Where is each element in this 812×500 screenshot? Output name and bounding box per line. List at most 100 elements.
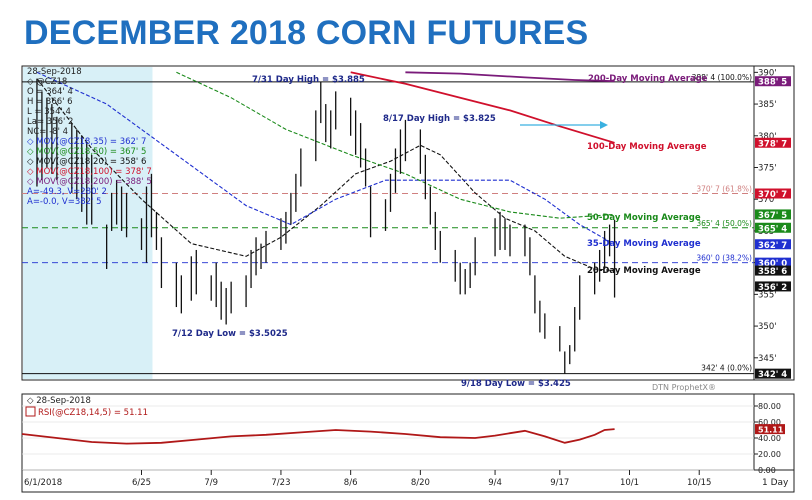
price-box-label: 388' 5 <box>758 78 787 88</box>
annotations: 7/31 Day High = $3.885 8/17 Day High = $3… <box>172 74 708 389</box>
annotation-label: 35-Day Moving Average <box>587 239 701 249</box>
rsi-legend-swatch <box>25 406 36 417</box>
price-box <box>755 281 791 292</box>
price-tick-label: 390' <box>758 68 777 78</box>
rsi-line <box>21 428 615 445</box>
legend-mov35-text: MOV(@CZ18,35) = 362' 7 <box>36 137 146 147</box>
price-tick-label: 385' <box>758 100 777 110</box>
date-tick-label: 9/17 <box>550 478 569 488</box>
rsi-value-label: 51.11 <box>758 426 784 435</box>
price-box-label: 362' 7 <box>758 241 787 251</box>
price-tick-label: 350' <box>758 322 777 332</box>
legend-net-change: NC= -8' 4 <box>27 127 68 137</box>
ma-line <box>350 71 615 144</box>
rsi-panel: 80.00 60.00 40.00 20.00 0.00 51.11 <box>21 402 785 475</box>
date-tick-label: 10/1 <box>620 478 639 488</box>
legend-mov100: ◇ MOV(@CZ18,100) = 378' 7 <box>27 167 152 177</box>
fib-label: 370' 7 (61.8%) <box>696 185 752 194</box>
rsi-tick-label: 60.00 <box>758 418 781 427</box>
price-box <box>755 222 791 233</box>
price-box-label: 360' 0 <box>758 259 787 269</box>
arrow-right-icon <box>600 121 608 129</box>
date-tick-label: 6/25 <box>132 478 151 488</box>
ma-line <box>405 71 615 83</box>
price-tick-label: 380' <box>758 132 777 142</box>
legend-shade <box>23 67 153 379</box>
date-tick-label: 8/6 <box>344 478 358 488</box>
rsi-tick-label: 80.00 <box>758 402 781 411</box>
annotation-label: 7/12 Day Low = $3.5025 <box>172 329 288 339</box>
price-bars <box>36 78 616 374</box>
legend-mov200: ◇ MOV(@CZ18,200) = 388' 5 <box>27 177 152 187</box>
fib-label: 360' 0 (38.2%) <box>696 254 752 263</box>
fib-label: 388' 4 (100.0%) <box>692 73 752 82</box>
rsi-legend-date-text: 28-Sep-2018 <box>36 396 91 406</box>
price-box <box>755 368 791 379</box>
legend-symbol: ◇ @CZ18 <box>27 77 67 87</box>
rsi-value-box <box>755 424 785 435</box>
annotation-label: 100-Day Moving Average <box>587 142 707 152</box>
price-box <box>755 209 791 220</box>
date-axis: 6/1/2018 6/25 7/9 7/23 8/6 8/20 9/4 9/17 10/1 10/… <box>21 470 712 488</box>
legend-date: 28-Sep-2018 <box>27 67 82 77</box>
ma-line <box>36 71 615 245</box>
annotation-label: 50-Day Moving Average <box>587 213 701 223</box>
moving-averages <box>36 71 615 272</box>
rsi-legend-date: ◇ 28-Sep-2018 <box>27 396 91 406</box>
legend-line-b: A=-0.0, V=382' 5 <box>27 197 102 207</box>
annotation-label: 9/18 Day Low = $3.425 <box>461 379 571 389</box>
legend-mov35: ◇ MOV(@CZ18,35) = 362' 7 <box>27 137 146 147</box>
fib-label: 342' 4 (0.0%) <box>701 364 752 373</box>
price-box <box>755 265 791 276</box>
legend-mov20: ◇ MOV(@CZ18,20) = 358' 6 <box>27 157 146 167</box>
legend-last: La= 356' 2 <box>27 117 73 127</box>
legend-mov100-text: MOV(@CZ18,100) = 378' 7 <box>36 167 152 177</box>
rsi-tick-label: 0.00 <box>758 466 776 475</box>
ma-line <box>176 71 615 219</box>
price-box <box>755 188 791 199</box>
ma-line <box>36 78 615 272</box>
fib-levels: 388' 4 (100.0%) 370' 7 (61.8%) 365' 4 (50.… <box>22 73 754 375</box>
legend-mov50-text: MOV(@CZ18,50) = 367' 5 <box>36 147 146 157</box>
price-boxes: 388' 5 378' 7 370' 7 367' 5 365' 4 362' 7 360'… <box>755 76 791 380</box>
watermark: DTN ProphetX® <box>652 383 716 392</box>
price-box-label: 370' 7 <box>758 190 787 200</box>
price-box <box>755 76 791 87</box>
date-tick-label: 7/23 <box>271 478 290 488</box>
legend-mov20-text: MOV(@CZ18,20) = 358' 6 <box>36 157 146 167</box>
date-tick-label: 10/15 <box>687 478 712 488</box>
annotation-label: 7/31 Day High = $3.885 <box>252 75 365 85</box>
annotation-label: 20-Day Moving Average <box>587 266 701 276</box>
legend-open: O = 364' 4 <box>27 87 73 97</box>
fib-label: 365' 4 (50.0%) <box>696 219 752 228</box>
price-box-label: 378' 7 <box>758 139 787 149</box>
price-box <box>755 239 791 250</box>
legend-high: H = 366' 6 <box>27 97 73 107</box>
price-box-label: 356' 2 <box>758 283 787 293</box>
period-label: 1 Day <box>762 478 789 488</box>
price-box <box>755 257 791 268</box>
price-tick-label: 370' <box>758 195 777 205</box>
page-title: DECEMBER 2018 CORN FUTURES <box>24 14 589 52</box>
date-tick-label: 8/20 <box>411 478 430 488</box>
legend-low: L = 354' 4 <box>27 107 71 117</box>
legend-line-a: A=-49.3, V=280' 2 <box>27 187 107 197</box>
price-tick-label: 375' <box>758 163 777 173</box>
price-box <box>755 137 791 148</box>
annotation-label: 200-Day Moving Average <box>588 74 708 84</box>
legend-mov200-text: MOV(@CZ18,200) = 388' 5 <box>36 177 152 187</box>
rsi-tick-label: 40.00 <box>758 434 781 443</box>
legend-symbol-text: @CZ18 <box>36 77 67 87</box>
rsi-tick-label: 20.00 <box>758 450 781 459</box>
annotation-label: 8/17 Day High = $3.825 <box>383 114 496 124</box>
price-tick-label: 355' <box>758 290 777 300</box>
price-box-label: 367' 5 <box>758 211 787 221</box>
date-tick-label: 7/9 <box>204 478 218 488</box>
price-tick-label: 345' <box>758 354 777 364</box>
date-tick-label: 6/1/2018 <box>24 478 62 488</box>
rsi-legend-label: RSI(@CZ18,14,5) = 51.11 <box>38 408 148 418</box>
date-tick-label: 9/4 <box>488 478 502 488</box>
price-box-label: 358' 6 <box>758 267 787 277</box>
legend-mov50: ◇ MOV(@CZ18,50) = 367' 5 <box>27 147 146 157</box>
